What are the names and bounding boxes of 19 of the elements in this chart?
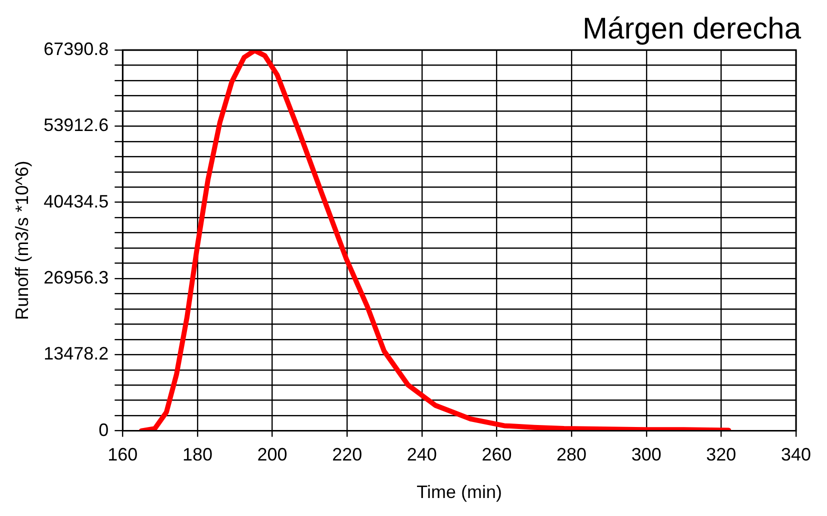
x-tick-label: 200 bbox=[257, 444, 288, 465]
y-tick-label: 0 bbox=[98, 420, 109, 440]
x-tick-label: 160 bbox=[108, 444, 138, 465]
y-tick-label: 26956.3 bbox=[44, 267, 109, 288]
y-tick-label: 13478.2 bbox=[44, 344, 109, 364]
x-tick-label: 180 bbox=[182, 444, 212, 465]
x-tick-label: 320 bbox=[706, 444, 736, 465]
x-tick-label: 340 bbox=[780, 444, 812, 465]
x-axis-title: Time (min) bbox=[416, 482, 502, 502]
x-tick-label: 220 bbox=[332, 444, 362, 465]
chart-title: Márgen derecha bbox=[582, 12, 802, 46]
x-tick-label: 300 bbox=[631, 444, 662, 465]
y-tick-label: 40434.5 bbox=[44, 191, 109, 212]
x-tick-label: 260 bbox=[482, 444, 512, 465]
x-tick-label: 280 bbox=[556, 444, 587, 465]
x-tick-label: 240 bbox=[406, 444, 437, 465]
y-tick-label: 53912.6 bbox=[44, 115, 109, 136]
y-axis-title: Runoff (m3/s *10^6) bbox=[12, 160, 32, 320]
y-tick-label: 67390.8 bbox=[44, 38, 109, 59]
